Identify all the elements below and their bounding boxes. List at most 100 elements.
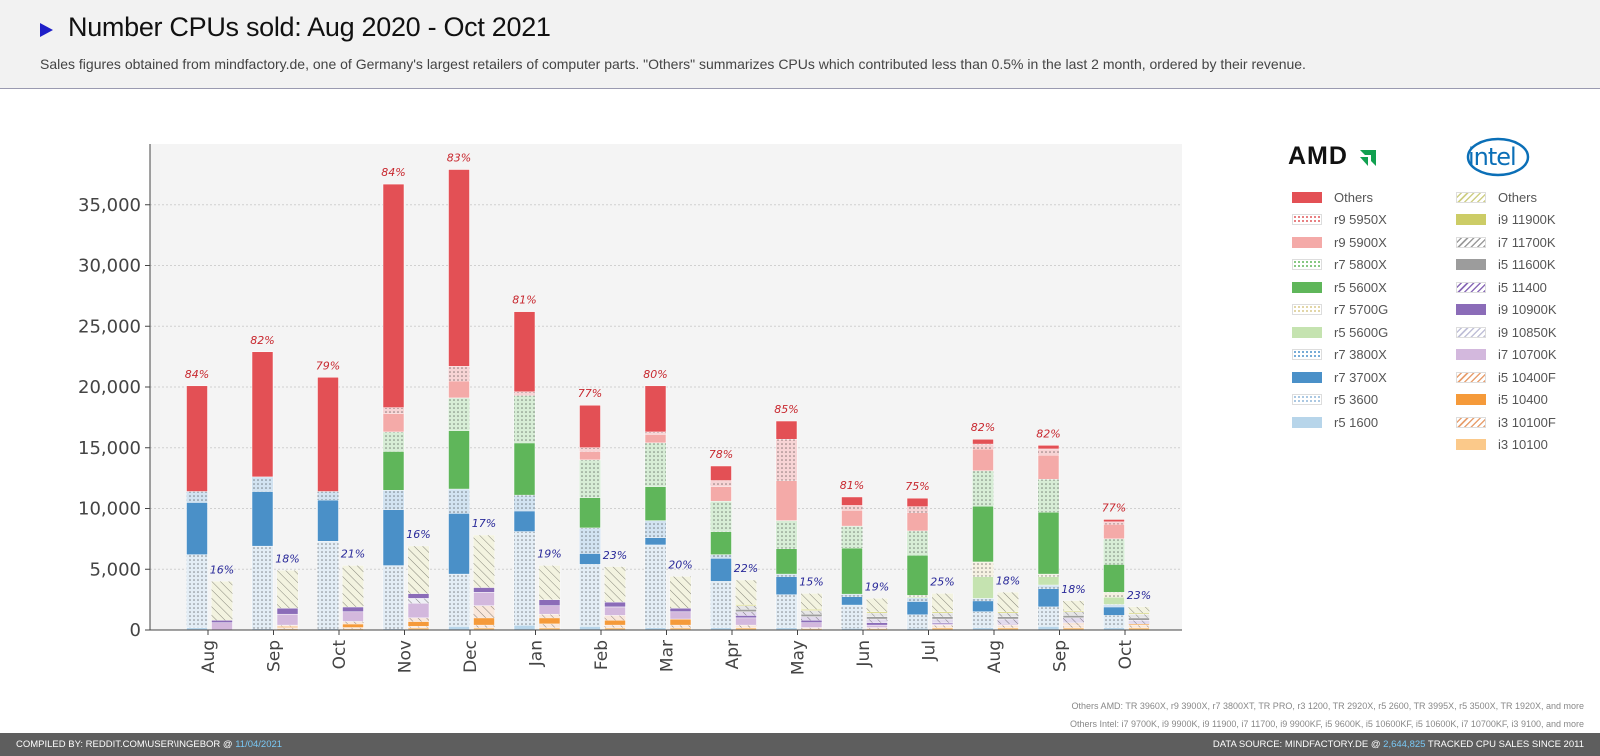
amd-arrow-icon — [1360, 150, 1376, 166]
bar-segment — [972, 611, 994, 628]
bar-fill — [473, 617, 495, 626]
bar-texture — [735, 625, 757, 628]
legend-intel: Others i9 11900K i7 11700K i5 11600K i5 1140… — [1456, 186, 1557, 456]
bar-texture — [801, 610, 822, 615]
bar-texture — [1128, 620, 1150, 624]
stacked-bar-chart: 0 5,000 10,000 15,000 20,000 25,000 30,000 35,0… — [78, 144, 1182, 675]
bar-texture — [866, 598, 888, 612]
bar-texture — [448, 574, 470, 627]
bar-texture — [277, 570, 298, 609]
bar-segment — [342, 606, 364, 613]
bar-segment — [735, 624, 757, 628]
bar-segment — [669, 611, 692, 620]
bar-texture — [579, 564, 601, 627]
bar-segment — [644, 544, 667, 628]
bar-segment — [906, 555, 929, 596]
legend-swatch — [1292, 281, 1322, 293]
bar-segment — [579, 626, 601, 631]
intel-logo: intel — [1468, 143, 1517, 171]
bar-fill — [1037, 511, 1060, 575]
bar-segment — [800, 616, 823, 621]
y-tick-label: 25,000 — [78, 316, 141, 337]
bar-fill — [276, 613, 299, 626]
bar-fill — [644, 537, 667, 546]
y-tick-label: 5,000 — [89, 559, 141, 580]
bar-texture — [710, 480, 732, 487]
bar-fill — [317, 377, 339, 492]
bar-segment — [513, 494, 536, 512]
bar-segment — [448, 380, 470, 399]
bar-segment — [579, 459, 601, 498]
legend-item: i5 11600K — [1456, 254, 1557, 277]
bar-segment — [775, 573, 798, 577]
amd-share-label: 77% — [1102, 501, 1126, 514]
bar-segment — [906, 530, 929, 556]
bar-texture — [735, 605, 757, 610]
bar-texture — [1128, 625, 1150, 628]
bar-segment — [604, 601, 626, 608]
legend-label: i9 10900K — [1498, 302, 1557, 318]
bar-fill — [342, 623, 364, 628]
bar-fill — [513, 311, 536, 393]
bar-segment — [644, 385, 667, 433]
legend-label: r7 5700G — [1334, 302, 1389, 318]
bar-segment — [906, 597, 929, 602]
bar-fill — [407, 621, 430, 627]
bar-fill — [1037, 626, 1060, 631]
bar-segment — [448, 573, 470, 627]
bar-texture — [514, 395, 535, 443]
bar-segment — [906, 506, 929, 514]
intel-share-label: 18% — [275, 552, 299, 565]
legend-label: r5 5600G — [1334, 324, 1389, 340]
legend-item: r5 1600 — [1292, 411, 1388, 434]
bar-fill — [579, 404, 601, 449]
intel-share-label: 15% — [799, 576, 823, 589]
bar-segment — [1128, 606, 1150, 614]
bar-segment — [644, 520, 667, 538]
bar-segment — [841, 604, 863, 629]
y-tick-label: 30,000 — [78, 256, 141, 277]
bar-segment — [251, 351, 274, 478]
bar-texture — [735, 580, 757, 605]
bar-fill — [972, 438, 994, 445]
bar-segment — [1128, 617, 1150, 621]
bar-texture — [932, 593, 953, 612]
bar-texture — [604, 625, 626, 628]
legend-item: r7 5800X — [1292, 254, 1388, 277]
bar-texture — [670, 625, 691, 628]
bar-segment — [473, 592, 495, 606]
bar-fill — [382, 509, 405, 566]
legend-label: r5 5600X — [1334, 279, 1387, 295]
bar-segment — [972, 598, 994, 602]
legend-item: r5 5600G — [1292, 321, 1388, 344]
bar-segment — [710, 554, 732, 559]
bar-fill — [513, 442, 536, 496]
bar-segment — [1037, 445, 1060, 450]
bar-segment — [342, 565, 364, 608]
legend-swatch — [1292, 259, 1322, 271]
bar-segment — [644, 442, 667, 487]
bar-texture — [211, 581, 233, 621]
bar-texture — [383, 490, 404, 510]
bar-texture — [383, 565, 404, 629]
bar-segment — [775, 576, 798, 596]
bar-texture — [579, 447, 601, 452]
bar-segment — [997, 624, 1019, 628]
bar-fill — [473, 587, 495, 593]
footer-date: 11/04/2021 — [235, 739, 283, 750]
y-axis-ticks: 0 5,000 10,000 15,000 20,000 25,000 30,000 35,0… — [78, 195, 150, 641]
bar-fill — [211, 622, 233, 631]
bar-texture — [645, 442, 666, 487]
bar-segment — [186, 502, 208, 555]
bar-texture — [473, 535, 495, 588]
bar-segment — [710, 581, 732, 628]
bar-texture — [408, 626, 429, 628]
bar-fill — [710, 486, 732, 502]
legend-label: i5 11400 — [1498, 279, 1547, 295]
bar-fill — [604, 620, 626, 626]
legend-swatch — [1456, 326, 1486, 338]
legend-label: i5 10400F — [1498, 369, 1556, 385]
legend-label: i9 10850K — [1498, 324, 1557, 340]
bar-fill — [538, 617, 561, 625]
y-tick-label: 20,000 — [78, 377, 141, 398]
